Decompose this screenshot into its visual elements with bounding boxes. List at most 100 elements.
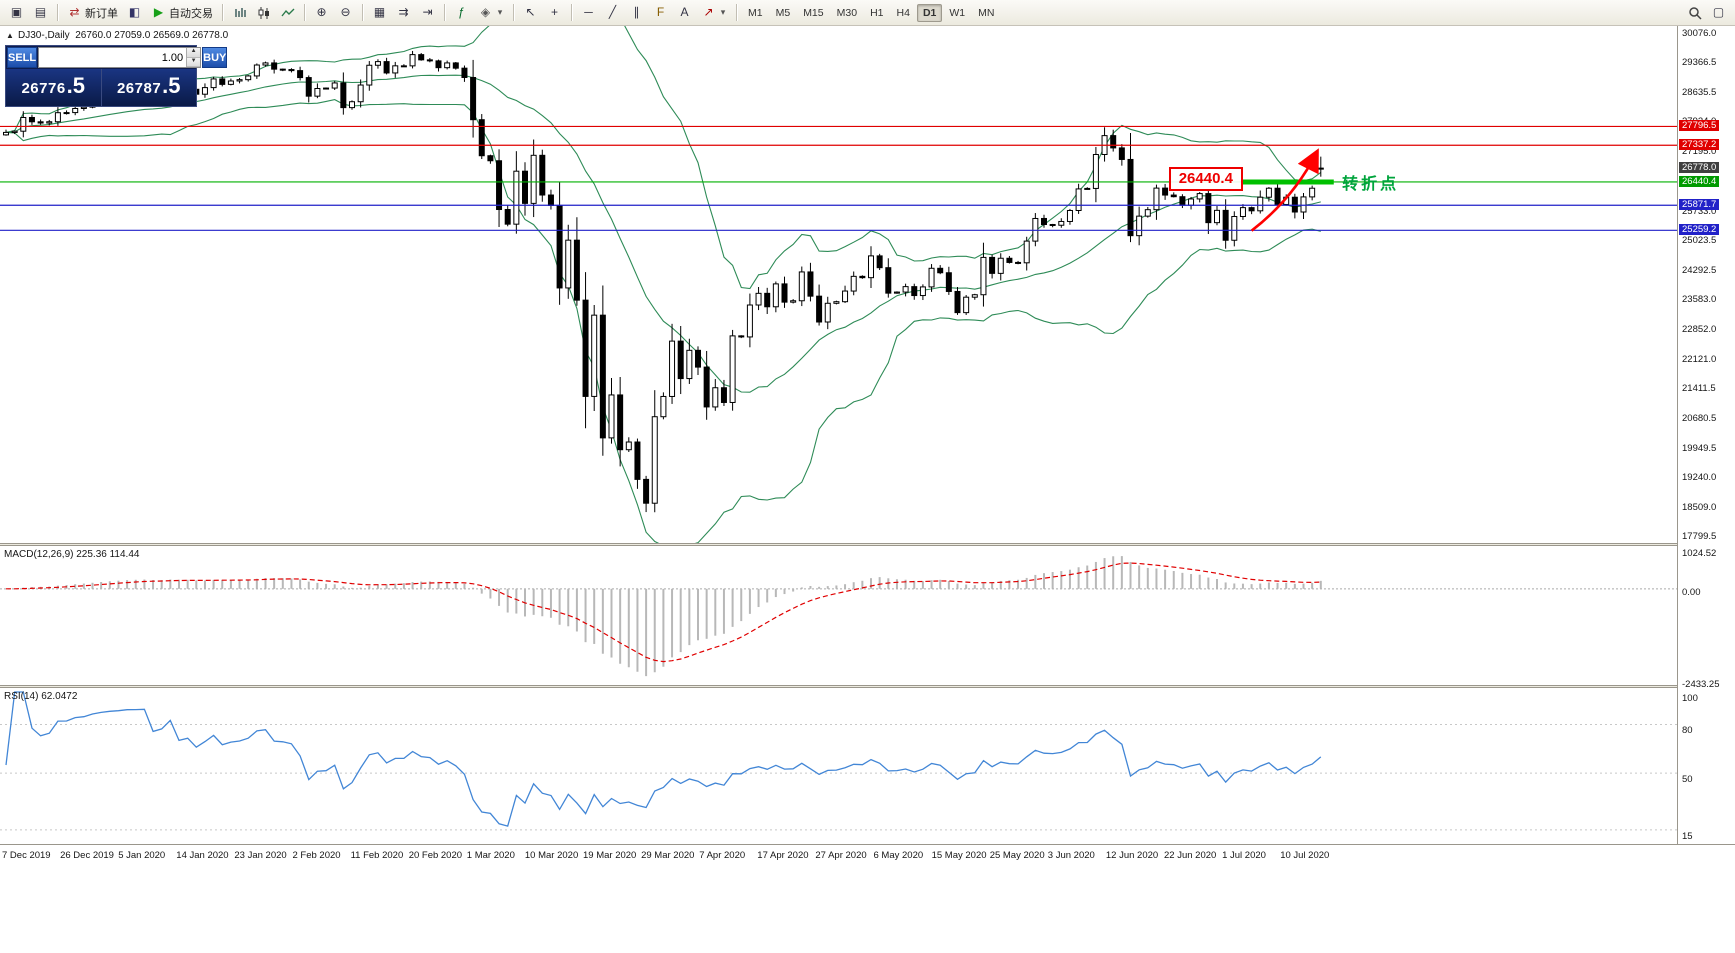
- chart-bars-icon: [232, 5, 247, 20]
- rsi-header: RSI(14) 62.0472: [4, 691, 78, 702]
- date-axis-label: 14 Jan 2020: [176, 850, 229, 861]
- timeframe-m1-button[interactable]: M1: [748, 6, 763, 19]
- crosshair-icon: +: [550, 5, 558, 19]
- zoom-out-icon: ⊖: [340, 5, 351, 19]
- text-button[interactable]: A: [673, 2, 696, 23]
- zoom-in-button[interactable]: ⊕: [310, 2, 333, 23]
- channel-button[interactable]: ∥: [625, 2, 648, 23]
- timeframe-h1-button[interactable]: H1: [870, 6, 884, 19]
- sell-price[interactable]: 26776 .5: [6, 69, 102, 106]
- toolbar-separator: [513, 4, 514, 21]
- price-line-label: 25259.2: [1679, 224, 1720, 236]
- rsi-pane[interactable]: [0, 688, 1677, 844]
- sell-price-frac: .5: [66, 73, 86, 98]
- chart-candles-icon: [256, 5, 271, 20]
- chart-line-button[interactable]: [276, 2, 299, 23]
- price-axis-label: 1024.52: [1682, 548, 1717, 559]
- buy-price-main: 26787: [116, 80, 162, 97]
- volume-down-icon[interactable]: ▼: [187, 57, 201, 67]
- toolbar-separator: [222, 4, 223, 21]
- level-annotation-box[interactable]: 26440.4: [1168, 166, 1243, 191]
- price-axis-label: 19240.0: [1682, 471, 1717, 483]
- volume-input[interactable]: [39, 48, 187, 67]
- main-chart-pane[interactable]: 26440.4 转折点: [0, 26, 1677, 543]
- price-axis-label: 25733.0: [1682, 205, 1717, 217]
- timeframe-w1-button[interactable]: W1: [949, 6, 966, 19]
- volume-up-icon[interactable]: ▲: [187, 48, 201, 58]
- buy-price[interactable]: 26787 .5: [101, 69, 196, 106]
- collapse-trade-panel-icon[interactable]: ▲: [6, 31, 14, 40]
- price-line-label: 26440.4: [1679, 175, 1720, 187]
- profiles-button[interactable]: ▤: [29, 2, 52, 23]
- fibonacci-button[interactable]: F: [649, 2, 672, 23]
- auto-scroll-button[interactable]: ⇉: [392, 2, 415, 23]
- autotrading-button[interactable]: ▶ 自动交易: [147, 2, 217, 23]
- chart-symbol: DJ30-,Daily: [18, 30, 70, 41]
- price-axis[interactable]: 30076.029366.528635.527924.027195.025733…: [1677, 26, 1735, 844]
- price-line-label: 26778.0: [1679, 162, 1720, 174]
- time-axis[interactable]: 7 Dec 2019 26 Dec 2019 5 Jan 2020 14 Jan 20…: [0, 844, 1735, 868]
- tile-windows-button[interactable]: ▦: [368, 2, 391, 23]
- cursor-icon: ↖: [525, 5, 536, 19]
- dropdown-icon: ▾: [497, 7, 503, 17]
- auto-scroll-icon: ⇉: [398, 5, 409, 19]
- pane-splitter[interactable]: [0, 685, 1735, 688]
- turning-point-label[interactable]: 转折点: [1342, 175, 1400, 193]
- objects-list-button[interactable]: ◈ ▾: [474, 2, 508, 23]
- window-list-icon: ▢: [1712, 5, 1725, 19]
- chart-window: 26440.4 转折点 ▲ DJ30-,Daily 26760.0 27059.…: [0, 26, 1735, 953]
- price-line-label: 25871.7: [1679, 199, 1720, 211]
- sell-button[interactable]: SELL: [7, 47, 38, 68]
- hline-button[interactable]: ─: [577, 2, 600, 23]
- chart-bars-button[interactable]: [228, 2, 251, 23]
- timeframe-m5-button[interactable]: M5: [775, 6, 791, 19]
- search-icon: [1687, 5, 1702, 20]
- date-axis-label: 6 May 2020: [873, 850, 924, 861]
- pane-splitter[interactable]: [0, 543, 1735, 546]
- timeframe-h4-button[interactable]: H4: [896, 6, 910, 19]
- buy-button[interactable]: BUY: [202, 47, 228, 68]
- chart-open: 26760.0: [75, 30, 112, 41]
- rsi-pane-canvas[interactable]: [0, 688, 1677, 844]
- date-axis-label: 2 Feb 2020: [292, 850, 341, 861]
- date-axis-label: 25 May 2020: [989, 850, 1045, 861]
- window-list-button[interactable]: ▢: [1707, 2, 1730, 23]
- chart-shift-button[interactable]: ⇥: [416, 2, 439, 23]
- new-chart-button[interactable]: ▣: [5, 2, 28, 23]
- timeframe-d1-button[interactable]: D1: [916, 3, 943, 22]
- price-axis-label: 23583.0: [1682, 293, 1717, 305]
- text-icon: A: [680, 5, 689, 19]
- timeframe-mn-button[interactable]: MN: [978, 6, 995, 19]
- crosshair-button[interactable]: +: [543, 2, 566, 23]
- chart-line-icon: [280, 5, 295, 20]
- cursor-button[interactable]: ↖: [519, 2, 542, 23]
- price-axis-label: 28635.5: [1682, 87, 1717, 99]
- new-order-label: 新订单: [85, 7, 118, 20]
- new-order-button[interactable]: ⇄ 新订单: [63, 2, 122, 23]
- new-chart-icon: ▣: [10, 5, 23, 19]
- date-axis-label: 17 Apr 2020: [757, 850, 809, 861]
- toolbar-separator: [304, 4, 305, 21]
- chart-candles-button[interactable]: [252, 2, 275, 23]
- price-axis-label: 17799.5: [1682, 530, 1717, 542]
- macd-pane-canvas[interactable]: [0, 546, 1677, 685]
- date-axis-label: 1 Jul 2020: [1222, 850, 1266, 861]
- trendline-button[interactable]: ╱: [601, 2, 624, 23]
- macd-pane[interactable]: [0, 546, 1677, 685]
- timeframe-m30-button[interactable]: M30: [836, 6, 858, 19]
- timeframe-m15-button[interactable]: M15: [803, 6, 824, 19]
- date-axis-label: 20 Feb 2020: [408, 850, 463, 861]
- toolbar-separator: [571, 4, 572, 21]
- indicators-button[interactable]: ƒ: [450, 2, 473, 23]
- chart-window-button[interactable]: ◧: [123, 2, 146, 23]
- zoom-out-button[interactable]: ⊖: [334, 2, 357, 23]
- search-button[interactable]: [1683, 2, 1706, 23]
- arrows-button[interactable]: ↗ ▾: [697, 2, 731, 23]
- price-axis-label: 0.00: [1682, 586, 1701, 598]
- date-axis-label: 29 Mar 2020: [641, 850, 695, 861]
- toolbar-separator: [444, 4, 445, 21]
- one-click-trading-panel: SELL ▲ ▼ BUY 26776 .5 26787 .5: [5, 45, 228, 107]
- buy-price-frac: .5: [162, 73, 181, 98]
- price-axis-label: 27195.0: [1682, 146, 1717, 158]
- main-pane-canvas[interactable]: [0, 26, 1677, 543]
